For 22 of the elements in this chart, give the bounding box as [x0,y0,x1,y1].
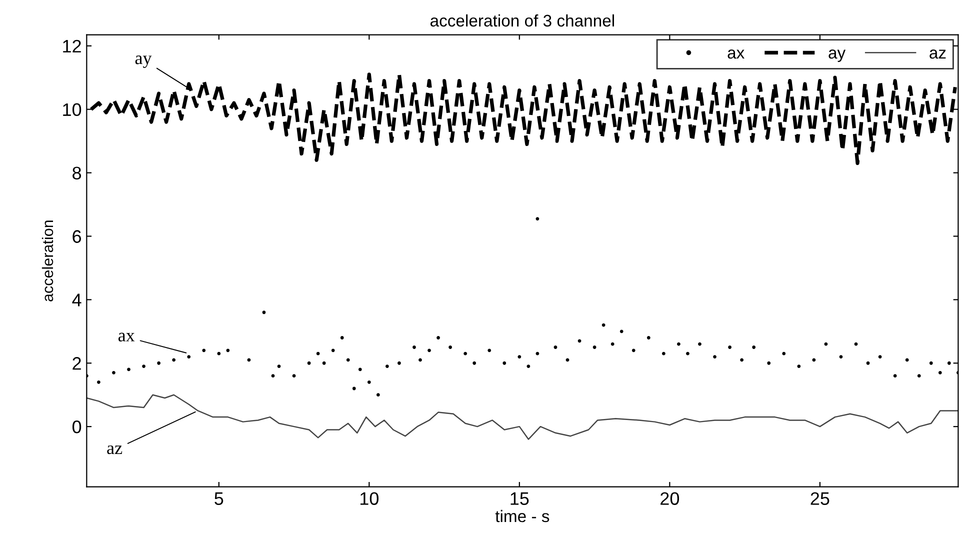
line-series [86,394,958,440]
y-axis-title: acceleration [42,220,54,302]
x-tick-label: 10 [360,492,378,505]
chart-title: acceleration of 3 channel [430,14,614,27]
y-tick-label: 12 [63,40,81,52]
annotation: ay [135,56,152,68]
x-tick-label: 15 [510,492,529,505]
y-tick-label: 0 [72,420,82,434]
x-tick-label: 25 [810,492,830,505]
y-tick-label: 8 [72,166,82,180]
y-tick-label: 4 [72,294,82,306]
annotation: az [107,445,122,454]
x-axis-title: time - s [495,510,550,522]
y-tick-label: 6 [72,230,82,243]
x-tick-label: 20 [660,492,680,505]
legend-label: az [930,50,946,59]
annotation: ax [118,332,135,342]
legend-label: ax [728,50,744,59]
y-tick-label: 10 [63,103,82,116]
legend-label: ay [828,50,846,62]
y-tick-label: 2 [72,357,81,370]
x-tick-label: 5 [214,492,224,505]
